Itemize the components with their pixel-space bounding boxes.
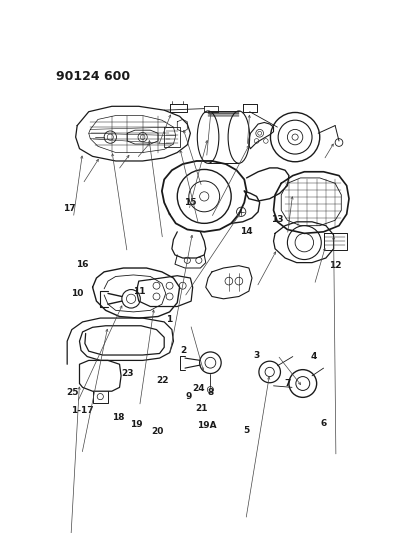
Text: 23: 23 xyxy=(121,369,134,378)
Text: 15: 15 xyxy=(184,198,197,207)
Text: 24: 24 xyxy=(193,384,205,393)
Text: 2: 2 xyxy=(180,345,187,354)
Text: 1: 1 xyxy=(166,314,172,324)
Text: 4: 4 xyxy=(311,352,317,361)
Text: 22: 22 xyxy=(156,376,169,385)
Text: 21: 21 xyxy=(196,404,208,413)
Text: 11: 11 xyxy=(134,287,146,296)
Text: 19A: 19A xyxy=(197,421,216,430)
Text: 6: 6 xyxy=(320,419,326,428)
Text: 13: 13 xyxy=(271,215,283,224)
Text: 8: 8 xyxy=(208,388,214,397)
Text: 25: 25 xyxy=(67,388,79,397)
Text: 9: 9 xyxy=(185,392,191,401)
Text: 19: 19 xyxy=(130,420,143,429)
Text: 90124 600: 90124 600 xyxy=(56,70,130,83)
Text: 5: 5 xyxy=(244,426,250,435)
Text: 10: 10 xyxy=(71,289,84,298)
Text: 3: 3 xyxy=(253,351,260,360)
Text: 1-17: 1-17 xyxy=(71,406,93,415)
Text: 16: 16 xyxy=(76,260,88,269)
Text: 17: 17 xyxy=(63,204,76,213)
Text: 14: 14 xyxy=(240,227,252,236)
Text: 12: 12 xyxy=(329,261,342,270)
Text: 20: 20 xyxy=(152,427,164,436)
Text: 7: 7 xyxy=(284,379,291,388)
Text: 18: 18 xyxy=(112,413,125,422)
